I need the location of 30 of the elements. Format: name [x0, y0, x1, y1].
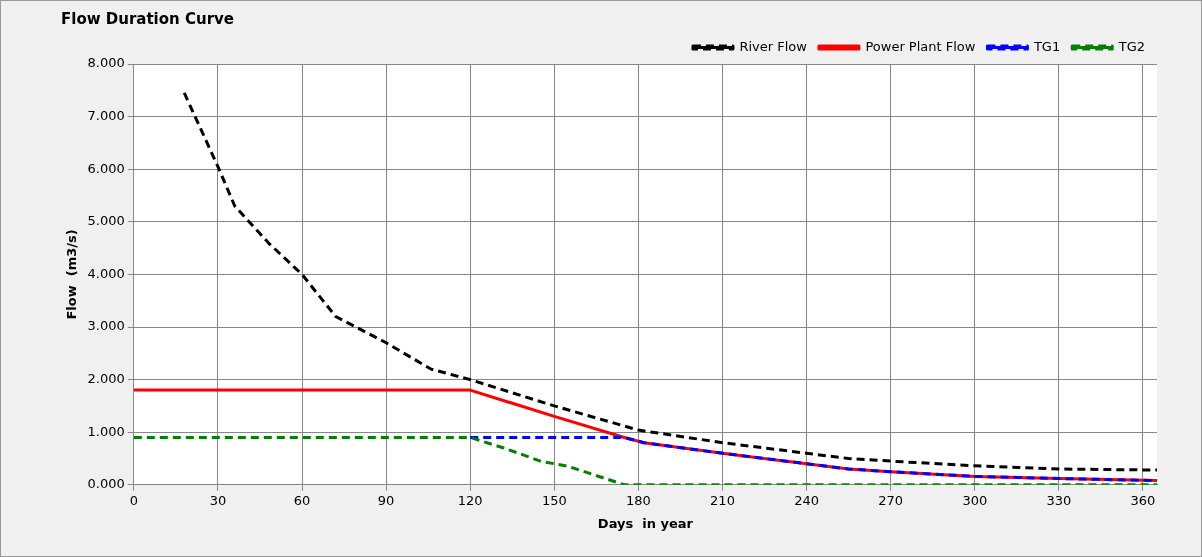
x-tick-label: 240	[794, 492, 820, 508]
y-tick-label: 3.000	[87, 318, 125, 334]
x-tick-label: 0	[129, 492, 138, 508]
legend-label: TG2	[1117, 38, 1146, 54]
y-tick-label: 6.000	[87, 160, 125, 176]
x-tick-label: 150	[541, 492, 567, 508]
legend-label: Power Plant Flow	[865, 38, 976, 54]
x-tick-label: 30	[209, 492, 227, 508]
x-tick-label: 300	[962, 492, 988, 508]
x-tick-label: 120	[457, 492, 483, 508]
x-tick-label: 210	[710, 492, 735, 508]
y-axis-title: Flow (m3/s)	[64, 229, 80, 320]
x-axis-title: Days in year	[597, 515, 694, 531]
x-tick-label: 60	[293, 492, 311, 508]
y-tick-label: 2.000	[87, 370, 125, 386]
x-tick-label: 90	[377, 492, 395, 508]
y-tick-label: 0.000	[87, 476, 125, 492]
x-tick-label: 180	[625, 492, 651, 508]
x-tick-label: 270	[878, 492, 904, 508]
legend-label: TG1	[1032, 38, 1061, 54]
y-tick-label: 7.000	[87, 107, 125, 123]
chart-title: Flow Duration Curve	[61, 9, 234, 28]
line-series	[182, 91, 1157, 472]
legend-label: River Flow	[739, 38, 808, 54]
y-tick-label: 5.000	[87, 213, 125, 229]
y-tick-label: 1.000	[87, 423, 125, 439]
y-tick-label: 4.000	[87, 265, 125, 281]
y-tick-label: 8.000	[87, 55, 125, 71]
x-tick-label: 330	[1046, 492, 1072, 508]
x-tick-label: 360	[1130, 492, 1156, 508]
